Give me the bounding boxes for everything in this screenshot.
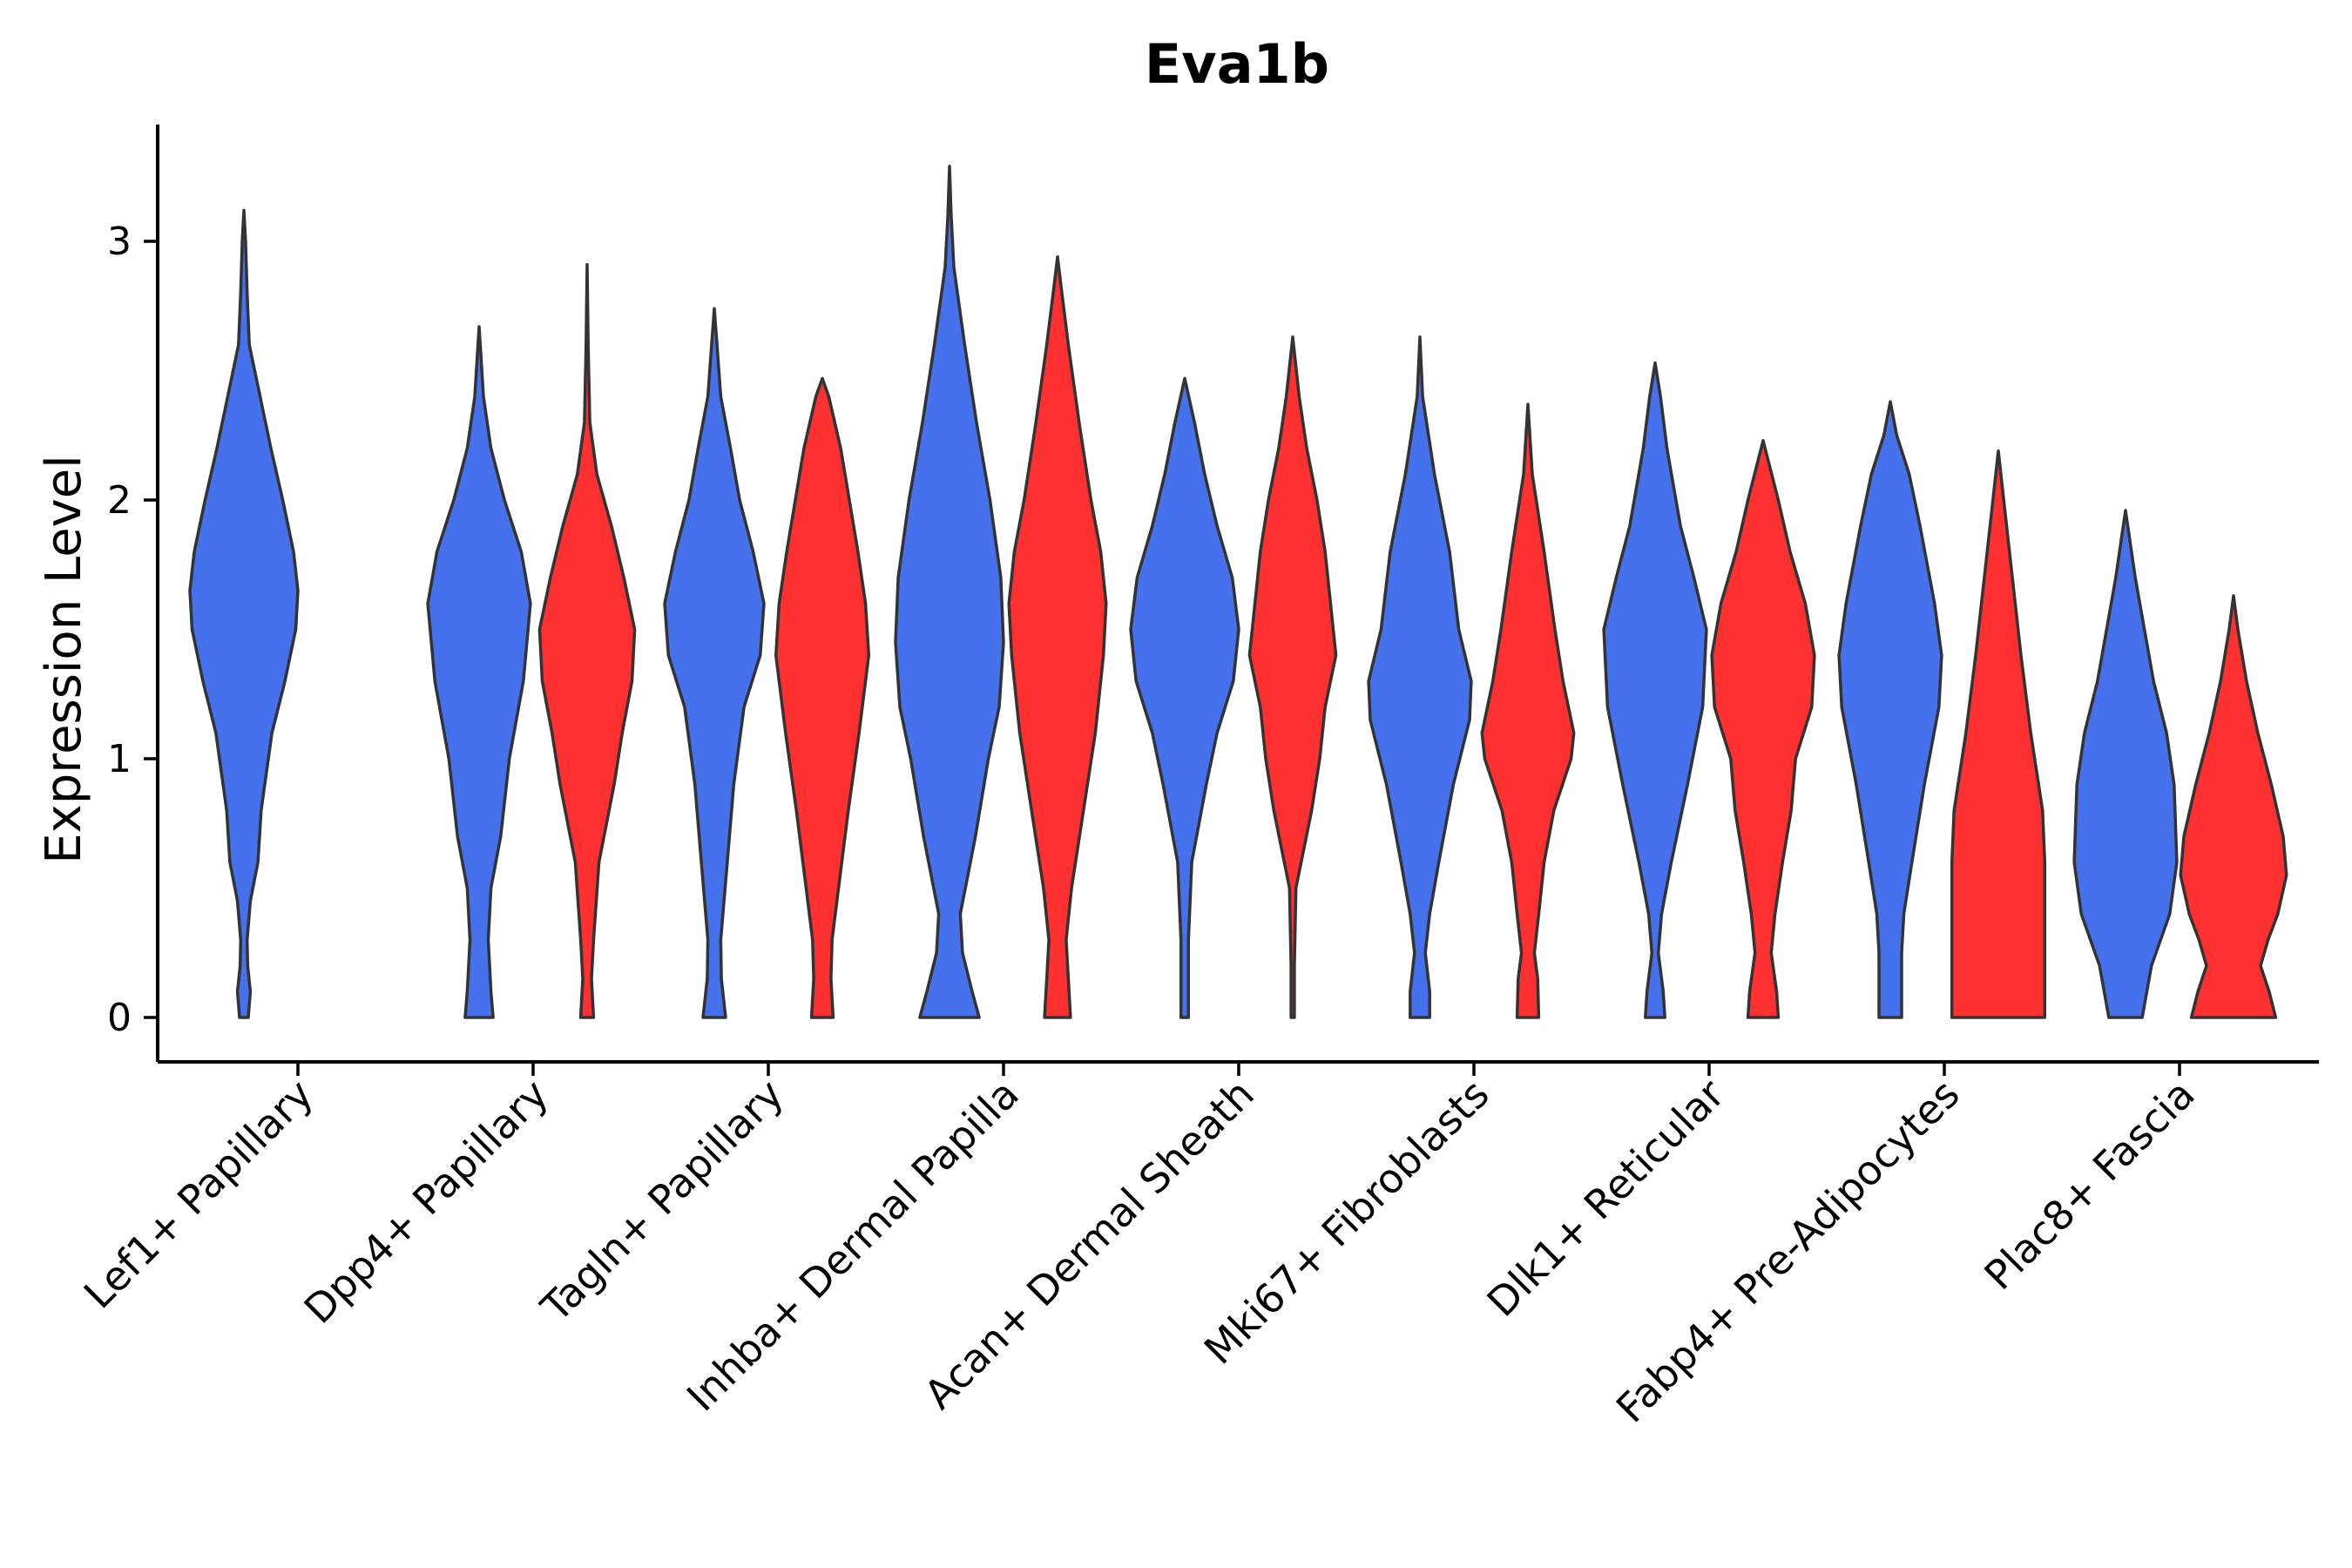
violin-layer — [188, 165, 2288, 1019]
y-axis-label: Expression Level — [36, 455, 92, 864]
violin-group2-8 — [2179, 594, 2288, 1019]
violin-group2-5 — [1480, 402, 1576, 1019]
chart-title: Eva1b — [1145, 32, 1329, 96]
violin-group2-6 — [1710, 438, 1816, 1019]
violin-group2-1 — [537, 262, 637, 1019]
violin-group1-0 — [188, 208, 300, 1019]
y-ticks: 0 1 2 3 — [107, 220, 158, 1040]
violin-group2-7 — [1950, 449, 2047, 1019]
violin-group2-2 — [774, 376, 871, 1019]
y-tick-label: 0 — [107, 996, 132, 1040]
violin-group2-4 — [1247, 335, 1338, 1019]
violin-group1-2 — [663, 307, 766, 1019]
violin-group1-4 — [1129, 376, 1240, 1019]
y-tick-label: 1 — [107, 737, 132, 781]
violin-group1-5 — [1367, 335, 1473, 1019]
violin-group1-6 — [1602, 361, 1708, 1019]
violin-group1-1 — [426, 325, 532, 1019]
violin-group1-7 — [1837, 400, 1943, 1019]
violin-group1-8 — [2072, 509, 2179, 1019]
y-tick-label: 2 — [107, 478, 132, 523]
violin-group2-3 — [1007, 255, 1108, 1019]
y-tick-label: 3 — [107, 220, 132, 264]
violin-group1-3 — [894, 165, 1005, 1019]
